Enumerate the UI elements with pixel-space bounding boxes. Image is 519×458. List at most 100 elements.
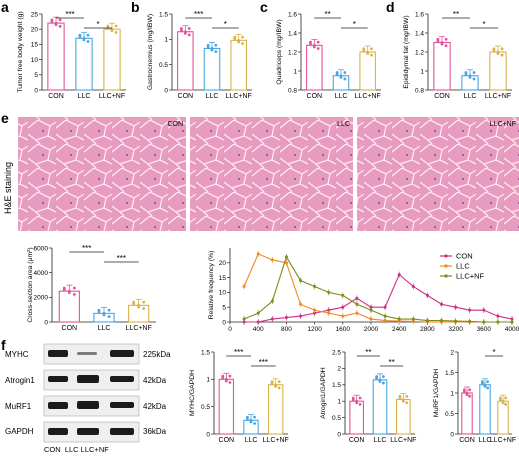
blot-kda-murf1: 42kDa (143, 402, 167, 411)
y-tick-label-d-4: 1.6 (415, 11, 424, 18)
series-point-1-9 (369, 317, 373, 321)
y-tick-label-myhc-1: 0.5 (201, 404, 210, 411)
y-axis-label-d: Epididymal fat (mg/IBW) (403, 15, 410, 88)
y-tick-label-csa-2: 4000 (34, 270, 49, 277)
bar-d-0 (433, 41, 451, 91)
y-tick-label-atrogin-3: 1.5 (332, 382, 341, 389)
dot-murf-2-4 (501, 401, 505, 405)
x-tick-label-atrogin-1: LLC (374, 437, 387, 444)
x-tick-label-d-2: LLC+NF (485, 93, 511, 100)
band-gapdh-llc (77, 428, 99, 435)
y-tick-label-atrogin-5: 2.5 (332, 349, 341, 356)
dot-b-2-2 (241, 42, 244, 45)
x-tick-label-d-0: CON (434, 93, 450, 100)
band-murf-llc (77, 401, 99, 409)
bar-atrogin-2 (396, 399, 411, 435)
y-axis-label-csa: Cross-section area (μm²) (27, 247, 34, 322)
series-point-2-3 (284, 255, 288, 259)
dot-b-2-3 (233, 37, 237, 41)
series-point-2-11 (397, 317, 401, 321)
y-tick-label-a-3: 15 (31, 42, 39, 49)
y-tick-label-a-5: 25 (31, 11, 39, 18)
dot-c-1-5 (343, 71, 347, 74)
dot-b-1-3 (206, 45, 210, 49)
x-tick-label-freq-5: 2000 (364, 326, 379, 333)
dot-a-0-2 (58, 24, 62, 28)
series-point-1-10 (383, 319, 387, 323)
dot-murf-2-2 (504, 403, 508, 406)
sig-label-atrogin-1: ** (389, 358, 395, 367)
series-point-2-18 (496, 320, 500, 324)
dot-csa-1-3 (97, 310, 101, 314)
dot-murf-2-5 (504, 396, 508, 400)
y-tick-label-myhc-2: 1 (206, 377, 210, 384)
y-tick-label-myhc-0: 0 (206, 431, 210, 438)
y-axis-label-atrogin: Atrogin1/GAPDH (320, 367, 327, 418)
y-tick-label-d-1: 1 (420, 68, 424, 75)
bar-c-2 (359, 51, 376, 91)
dot-a-0-5 (58, 18, 62, 22)
bar-d-2 (489, 51, 507, 91)
series-point-2-17 (482, 320, 486, 324)
dot-murf-2-3 (498, 398, 502, 401)
y-tick-label-csa-3: 6000 (34, 245, 49, 252)
series-point-2-15 (454, 319, 458, 323)
y-tick-label-d-2: 1.2 (415, 49, 424, 56)
chart-d: 0.8 1 1.2 1.4 1.6 Epididymal fat (mg/IBW) CON L… (403, 10, 512, 100)
bar-a-1 (75, 37, 93, 91)
dot-myhc-0-5 (228, 374, 232, 378)
legend-label-0: CON (456, 252, 473, 261)
dot-c-2-2 (370, 53, 373, 57)
chart-freq: 0 5 10 15 20 0 400 800 1200 1600 2000 2400 2800 3200 3… (208, 248, 519, 333)
blot-kda-atrogin1: 42kDa (143, 376, 167, 385)
dot-d-2-3 (492, 49, 496, 52)
legend-marker-1 (444, 264, 448, 268)
x-tick-label-freq-6: 2400 (392, 326, 407, 333)
y-axis-label-c: Quadriceps (mg/IBW) (276, 19, 283, 84)
x-tick-label-a-0: CON (48, 93, 64, 100)
x-tick-label-freq-3: 1200 (307, 326, 322, 333)
y-tick-label-myhc-3: 1.5 (201, 349, 210, 356)
x-tick-label-murf-2: LLC+NF (490, 437, 516, 444)
series-point-2-10 (383, 314, 387, 318)
series-point-0-7 (341, 305, 345, 309)
dot-myhc-0-2 (228, 381, 232, 384)
chart-b: 0 0.5 1 1.5 Gastrocnemius (mg/IBW) CON LLC LLC+… (147, 10, 252, 100)
dot-b-2-4 (237, 40, 241, 44)
dot-c-2-4 (366, 52, 370, 55)
dot-myhc-1-3 (246, 417, 249, 421)
dot-atrogin-0-4 (355, 401, 359, 405)
x-tick-label-d-1: LLC (464, 93, 477, 100)
dot-csa-1-4 (102, 313, 106, 317)
x-tick-label-myhc-2: LLC+NF (263, 437, 289, 444)
dot-myhc-2-2 (277, 386, 281, 390)
series-point-1-3 (284, 261, 288, 265)
x-tick-label-c-2: LLC+NF (355, 93, 381, 100)
panel-letter-b: b (131, 0, 140, 15)
y-tick-label-atrogin-0: 0 (337, 431, 341, 438)
y-tick-label-atrogin-1: 0.5 (332, 415, 341, 422)
dot-murf-0-2 (468, 394, 472, 398)
blot-lane-labels: CON LLC LLC+NF (44, 445, 109, 454)
x-tick-label-myhc-1: LLC (245, 437, 258, 444)
y-tick-label-c-2: 1.2 (288, 49, 297, 56)
series-point-2-14 (440, 319, 443, 323)
sig-label-atrogin-0: ** (365, 348, 371, 357)
series-point-2-5 (313, 284, 317, 288)
series-point-2-2 (270, 299, 274, 303)
series-point-0-15 (454, 305, 458, 309)
x-tick-label-b-2: LLC+NF (226, 93, 252, 100)
x-tick-label-freq-4: 1600 (336, 326, 351, 333)
y-tick-label-freq-1: 5 (222, 305, 226, 312)
dot-c-0-2 (316, 47, 320, 50)
dot-atrogin-1-5 (381, 375, 385, 379)
series-point-0-10 (383, 305, 387, 309)
bar-b-0 (177, 31, 194, 91)
y-tick-label-a-1: 5 (34, 72, 38, 79)
series-point-2-12 (411, 317, 415, 321)
dot-atrogin-0-2 (358, 403, 362, 406)
y-tick-label-atrogin-4: 2 (337, 366, 341, 373)
dot-atrogin-0-5 (358, 396, 362, 400)
